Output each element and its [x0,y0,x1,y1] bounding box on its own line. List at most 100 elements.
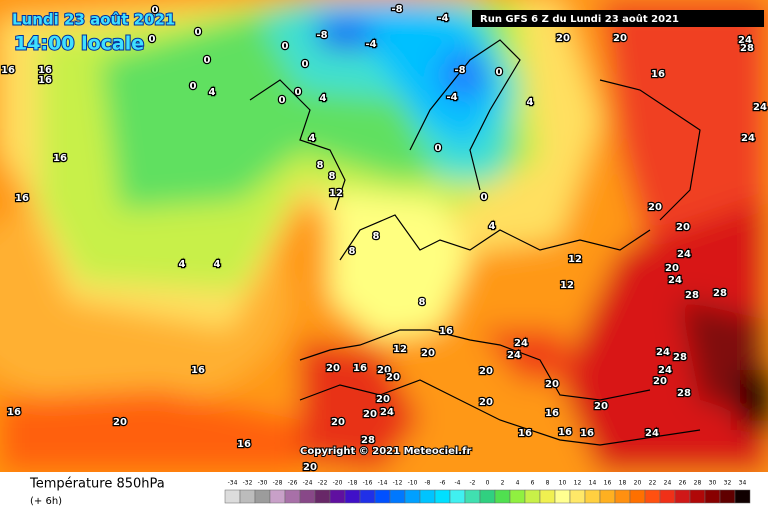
color-scale: -34 -32 -30 -28 -26 -24 -22 -20 -18 -16 -14 -12 -10-… [224,480,751,504]
scale-swatch [479,489,496,504]
scale-swatch [224,489,241,504]
scale-label: 26 [679,480,687,487]
contour-label: -8 [391,4,402,15]
local-time: 14:00 locale [14,33,144,55]
contour-label: 16 [545,408,559,419]
contour-label: 20 [377,365,391,376]
scale-swatch [419,489,436,504]
contour-label: 20 [303,462,317,473]
scale-swatch [299,489,316,504]
scale-swatch [719,489,736,504]
scale-label: 30 [709,480,717,487]
scale-swatch [269,489,286,504]
contour-label: 0 [152,5,159,16]
scale-label: 14 [589,480,597,487]
contour-label: 0 [279,95,286,106]
contour-label: 20 [363,409,377,420]
scale-swatch [359,489,376,504]
scale-swatch [599,489,616,504]
contour-label: 16 [53,153,67,164]
contour-label: 20 [648,202,662,213]
scale-swatch [374,489,391,504]
contour-label: 28 [685,290,699,301]
contour-label: 24 [658,365,672,376]
scale-label: 0 [486,480,490,487]
contour-label: 4 [309,133,316,144]
scale-label: -12 [393,480,403,487]
scale-label: 32 [724,480,732,487]
contour-label: 16 [558,427,572,438]
contour-label: 20 [594,401,608,412]
scale-swatch [689,489,706,504]
scale-swatch [314,489,331,504]
scale-label: 20 [634,480,642,487]
scale-swatch [464,489,481,504]
scale-swatch [344,489,361,504]
contour-label: 16 [7,407,21,418]
contour-label: 20 [113,417,127,428]
scale-label: 28 [694,480,702,487]
contour-label: 0 [435,143,442,154]
run-box [472,10,764,27]
scale-swatch [644,489,661,504]
scale-label: 16 [604,480,612,487]
footer-lead: (+ 6h) [30,496,62,507]
contour-label: 24 [380,407,394,418]
contour-label: 20 [479,366,493,377]
contour-label: 16 [191,365,205,376]
scale-label: 22 [649,480,657,487]
scale-label: -6 [440,480,446,487]
contour-label: 16 [38,75,52,86]
contour-label: 20 [556,33,570,44]
contour-label: 24 [645,428,659,439]
contour-label: 12 [560,280,574,291]
contour-label: 24 [753,102,767,113]
scale-label: 12 [574,480,582,487]
contour-label: 8 [329,171,336,182]
contour-label: -4 [446,92,457,103]
contour-label: 16 [15,193,29,204]
contour-label: 0 [481,192,488,203]
scale-label: 18 [619,480,627,487]
scale-swatch [629,489,646,504]
contour-label: 8 [317,160,324,171]
scale-label: -32 [243,480,253,487]
contour-label: -4 [365,39,376,50]
scale-label: 4 [516,480,520,487]
copyright: Copyright © 2021 Meteociel.fr [300,446,471,457]
scale-swatch [434,489,451,504]
scale-swatch [584,489,601,504]
scale-label: 10 [559,480,567,487]
contour-label: 16 [237,439,251,450]
contour-label: 0 [282,41,289,52]
scale-label: -10 [408,480,418,487]
contour-label: 20 [653,376,667,387]
scale-label: -22 [318,480,328,487]
contour-label: 0 [295,87,302,98]
scale-swatch [554,489,571,504]
contour-label: 12 [329,188,343,199]
contour-label: -8 [454,65,465,76]
contour-label: 28 [361,435,375,446]
scale-swatch [329,489,346,504]
footer-title: Température 850hPa [29,477,165,492]
contour-label: 16 [353,363,367,374]
scale-label: -26 [288,480,298,487]
contour-label: 20 [386,372,400,383]
scale-swatch [404,489,421,504]
contour-label: -8 [316,30,327,41]
scale-swatch [614,489,631,504]
contour-label: 28 [713,288,727,299]
contour-label: 20 [479,397,493,408]
contour-label: 8 [349,246,356,257]
contour-label: 20 [331,417,345,428]
contour-label: 28 [740,43,754,54]
scale-label: -18 [348,480,358,487]
contour-label: 24 [514,338,528,349]
scale-swatch [494,489,511,504]
scale-label: -34 [228,480,238,487]
scale-swatch [539,489,556,504]
contour-label: 4 [320,93,327,104]
